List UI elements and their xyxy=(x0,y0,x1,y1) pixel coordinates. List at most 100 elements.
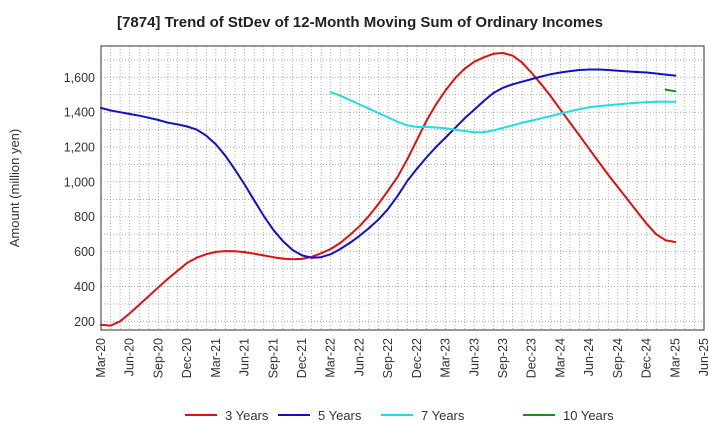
data-point-3-years xyxy=(454,77,457,80)
data-point-3-years xyxy=(329,248,332,250)
data-point-5-years xyxy=(262,214,265,217)
data-point-7-years xyxy=(588,106,591,109)
x-tick-label: Mar-20 xyxy=(94,338,108,378)
chart-title: [7874] Trend of StDev of 12-Month Moving… xyxy=(117,14,603,31)
data-point-3-years xyxy=(549,95,552,98)
data-point-7-years xyxy=(540,117,543,120)
legend-label: 7 Years xyxy=(421,408,465,423)
data-point-3-years xyxy=(224,250,227,252)
data-point-3-years xyxy=(368,214,370,217)
data-point-5-years xyxy=(195,128,198,131)
data-point-3-years xyxy=(425,120,428,122)
data-point-5-years xyxy=(435,146,437,148)
data-point-7-years xyxy=(607,104,610,107)
data-point-3-years xyxy=(444,89,447,92)
data-point-7-years xyxy=(482,131,485,134)
data-point-3-years xyxy=(636,210,638,213)
data-point-3-years xyxy=(521,61,524,64)
data-point-5-years xyxy=(578,69,581,71)
data-point-3-years xyxy=(387,189,390,192)
data-point-3-years xyxy=(674,241,677,243)
data-point-5-years xyxy=(109,109,112,112)
data-point-3-years xyxy=(396,175,399,178)
data-point-5-years xyxy=(387,208,390,210)
data-point-3-years xyxy=(157,286,160,289)
x-tick-label: Sep-23 xyxy=(496,338,510,378)
x-tick-label: Dec-24 xyxy=(640,338,654,378)
data-point-3-years xyxy=(205,253,208,256)
data-point-5-years xyxy=(147,116,150,119)
data-point-5-years xyxy=(511,83,514,86)
data-point-3-years xyxy=(234,250,236,253)
x-tick-label: Dec-23 xyxy=(525,338,539,378)
data-point-5-years xyxy=(454,126,457,129)
data-point-5-years xyxy=(119,111,122,114)
x-tick-label: Dec-21 xyxy=(295,338,309,378)
y-tick-label: 1,200 xyxy=(64,141,95,155)
data-point-3-years xyxy=(301,258,303,260)
data-point-5-years xyxy=(396,194,399,197)
data-point-5-years xyxy=(348,241,351,244)
data-point-3-years xyxy=(588,147,591,150)
data-point-7-years xyxy=(530,119,533,122)
data-point-10-years xyxy=(674,90,677,93)
data-point-7-years xyxy=(569,110,571,113)
data-point-10-years xyxy=(664,88,667,91)
x-tick-label: Sep-20 xyxy=(151,338,165,378)
x-tick-label: Jun-20 xyxy=(123,338,137,376)
y-tick-label: 200 xyxy=(74,315,95,329)
data-point-3-years xyxy=(415,139,418,141)
data-point-7-years xyxy=(645,101,648,104)
data-point-5-years xyxy=(607,69,610,71)
x-tick-label: Jun-24 xyxy=(582,338,596,376)
y-tick-label: 1,400 xyxy=(64,106,95,120)
data-point-7-years xyxy=(396,120,399,123)
data-point-3-years xyxy=(339,241,342,244)
data-point-3-years xyxy=(147,295,150,297)
data-point-7-years xyxy=(387,116,390,119)
data-point-5-years xyxy=(157,119,160,121)
data-point-7-years xyxy=(377,112,380,114)
data-point-3-years xyxy=(511,54,514,57)
data-point-5-years xyxy=(358,235,361,237)
data-point-7-years xyxy=(626,102,629,105)
data-point-3-years xyxy=(664,239,667,242)
data-point-7-years xyxy=(358,103,361,106)
x-tick-label: Dec-22 xyxy=(410,338,424,378)
data-point-5-years xyxy=(224,154,227,157)
data-point-3-years xyxy=(119,320,122,323)
data-point-5-years xyxy=(444,136,447,139)
data-point-7-years xyxy=(463,130,466,132)
data-point-7-years xyxy=(511,124,514,127)
y-tick-label: 600 xyxy=(74,245,95,259)
data-point-5-years xyxy=(645,71,648,74)
data-point-5-years xyxy=(253,199,256,202)
data-point-3-years xyxy=(616,186,619,189)
data-point-5-years xyxy=(310,256,313,259)
data-point-5-years xyxy=(176,123,179,126)
data-point-5-years xyxy=(368,227,370,229)
data-point-5-years xyxy=(569,70,571,72)
y-tick-label: 400 xyxy=(74,280,95,294)
data-point-5-years xyxy=(473,108,476,111)
data-point-5-years xyxy=(214,143,217,146)
x-tick-label: Sep-21 xyxy=(266,338,280,378)
data-point-5-years xyxy=(186,125,189,128)
data-point-5-years xyxy=(281,240,284,243)
data-point-7-years xyxy=(454,128,457,131)
plot-area xyxy=(100,45,705,331)
data-point-3-years xyxy=(358,225,361,228)
data-point-3-years xyxy=(578,134,581,137)
data-point-5-years xyxy=(205,134,208,137)
data-point-3-years xyxy=(607,174,610,176)
y-tick-label: 1,000 xyxy=(64,175,95,189)
data-point-7-years xyxy=(473,131,476,134)
data-point-5-years xyxy=(128,113,131,115)
data-point-3-years xyxy=(348,234,351,236)
data-point-5-years xyxy=(415,167,418,170)
data-point-5-years xyxy=(243,183,246,186)
data-point-7-years xyxy=(674,100,677,103)
data-point-7-years xyxy=(578,108,581,110)
data-point-3-years xyxy=(262,254,265,257)
